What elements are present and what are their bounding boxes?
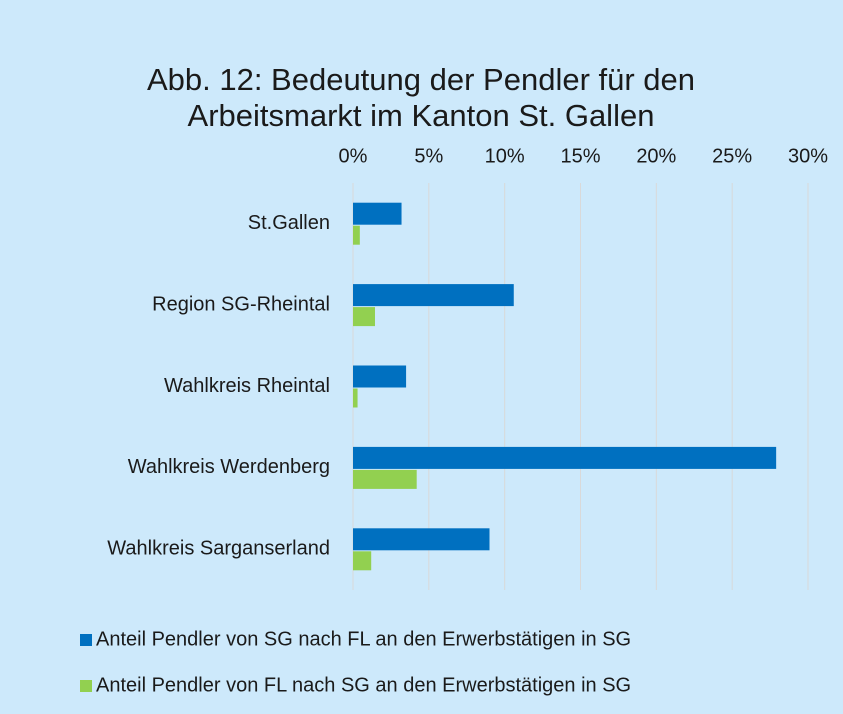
y-tick-label: Wahlkreis Rheintal (164, 375, 330, 397)
x-tick-label: 5% (414, 145, 443, 167)
x-tick-label: 10% (485, 145, 525, 167)
legend-label: Anteil Pendler von FL nach SG an den Erw… (96, 674, 631, 696)
x-tick-label: 0% (339, 145, 368, 167)
y-tick-label: St.Gallen (248, 212, 330, 234)
y-tick-label: Wahlkreis Sarganserland (107, 538, 330, 560)
x-tick-label: 20% (636, 145, 676, 167)
bar (353, 365, 407, 388)
bar (353, 307, 375, 327)
y-tick-label: Region SG-Rheintal (152, 293, 330, 315)
bar (353, 202, 402, 225)
legend-label: Anteil Pendler von SG nach FL an den Erw… (96, 628, 631, 650)
bar (353, 225, 360, 245)
bar (353, 388, 358, 408)
x-tick-label: 15% (560, 145, 600, 167)
chart-title: Abb. 12: Bedeutung der Pendler für den A… (146, 62, 696, 133)
x-tick-label: 30% (788, 145, 828, 167)
bar (353, 284, 514, 307)
legend-swatch (80, 680, 92, 692)
bar (353, 446, 777, 469)
bar (353, 469, 417, 489)
bar (353, 528, 490, 551)
x-tick-label: 25% (712, 145, 752, 167)
bar (353, 551, 372, 571)
y-tick-label: Wahlkreis Werdenberg (128, 456, 330, 478)
legend-swatch (80, 634, 92, 646)
